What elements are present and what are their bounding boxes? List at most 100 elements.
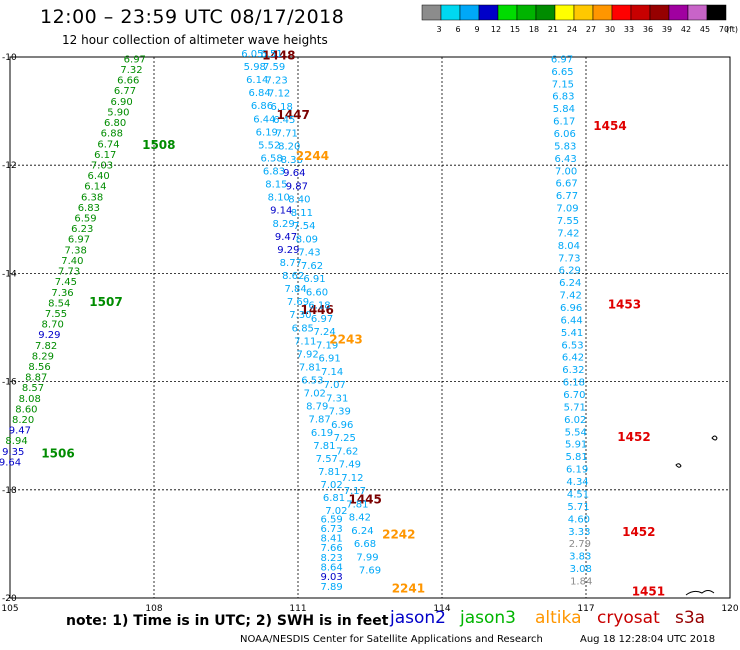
wave-height-value: 7.09 [556, 204, 578, 215]
map-plot-area: 105 108 111 114 117 120 -10 -12 -14 -16 -18 -20 6.9… [0, 49, 739, 614]
wave-height-value: 8.57 [22, 383, 44, 394]
colorbar-label: 18 [529, 25, 539, 34]
lon-tick-label: 111 [289, 604, 306, 614]
wave-height-value: 7.02 [304, 389, 326, 400]
colorbar-swatch [421, 4, 442, 21]
wave-height-value: 7.42 [560, 291, 582, 302]
altimeter-tracks: 6.977.326.666.776.905.906.806.886.746.17… [0, 49, 665, 599]
wave-height-value: 7.31 [326, 393, 348, 404]
colorbar-swatch [497, 4, 518, 21]
wave-height-value: 8.20 [278, 142, 300, 153]
wave-height-value: 7.40 [61, 256, 83, 267]
wave-height-value: 2.79 [569, 539, 591, 550]
wave-height-value: 7.99 [356, 552, 378, 563]
wave-height-value: 6.65 [551, 67, 573, 78]
wave-height-value: 7.62 [336, 446, 358, 457]
wave-height-value: 6.23 [71, 224, 93, 235]
wave-height-value: 6.05 [241, 49, 263, 60]
wave-height-value: 8.79 [306, 402, 328, 413]
colorbar-label: 27 [586, 25, 596, 34]
wave-height-value: 8.04 [558, 241, 580, 252]
wave-height-value: 9.35 [2, 447, 24, 458]
wave-height-value: 6.67 [555, 179, 577, 190]
wave-height-value: 7.71 [276, 128, 298, 139]
wave-height-value: 8.29 [272, 219, 294, 230]
wave-height-value: 6.43 [555, 154, 577, 165]
wave-height-value: 4.34 [566, 477, 588, 488]
wave-height-value: 7.36 [51, 288, 73, 299]
colorbar-label: 3 [436, 25, 441, 34]
colorbar-label: 30 [605, 25, 615, 34]
wave-height-value: 6.32 [562, 365, 584, 376]
wave-height-value: 6.77 [556, 191, 578, 202]
colorbar-swatch [573, 4, 594, 21]
colorbar-swatch [478, 4, 499, 21]
lat-tick-label: -14 [2, 269, 17, 279]
wave-height-value: 6.84 [248, 88, 270, 99]
wave-height-value: 6.97 [311, 314, 333, 325]
wave-height-value: 6.83 [78, 203, 100, 214]
wave-height-value: 9.47 [275, 232, 297, 243]
wave-height-value: 7.73 [558, 253, 580, 264]
wave-height-value: 8.23 [320, 553, 342, 564]
wave-height-value: 5.54 [565, 427, 587, 438]
chart-title: 12:00 – 23:59 UTC 08/17/2018 [40, 6, 345, 28]
wave-height-value: 7.69 [287, 297, 309, 308]
wave-height-value: 6.86 [251, 101, 273, 112]
wave-height-value: 7.89 [320, 582, 342, 593]
pass-number-label: 1452 [617, 430, 650, 444]
wave-height-value: 7.43 [298, 248, 320, 259]
wave-height-value: 7.73 [58, 267, 80, 278]
wave-height-value: 7.66 [320, 543, 342, 554]
wave-height-value: 6.53 [561, 340, 583, 351]
lon-tick-label: 120 [721, 604, 738, 614]
wave-height-value: 9.64 [0, 457, 21, 468]
wave-height-value: 8.36 [281, 155, 303, 166]
colorbar-label: 33 [624, 25, 634, 34]
pass-number-label: 1507 [89, 295, 122, 309]
pass-number-label: 2241 [392, 582, 425, 596]
satellite-legend-s3a: s3a [675, 608, 706, 628]
satellite-legend-altika: altika [535, 608, 582, 628]
pass-number-label: 1506 [41, 446, 74, 460]
wave-height-value: 8.29 [32, 351, 54, 362]
wave-height-value: 6.18 [563, 378, 585, 389]
wave-height-value: 6.24 [559, 278, 581, 289]
colorbar-label: 42 [681, 25, 691, 34]
colorbar-swatch [649, 4, 670, 21]
pass-number-label: 1445 [348, 492, 381, 506]
wave-height-value: 9.87 [286, 181, 308, 192]
wave-height-value: 6.97 [68, 235, 90, 246]
wave-height-value: 7.02 [325, 506, 347, 517]
wave-height-value: 5.98 [244, 62, 266, 73]
wave-height-value: 6.44 [560, 315, 582, 326]
wave-height-value: 6.96 [560, 303, 582, 314]
pass-number-label: 1453 [608, 298, 641, 312]
wave-height-value: 7.55 [557, 216, 579, 227]
wave-height-value: 7.32 [120, 65, 142, 76]
wave-height-value: 6.88 [101, 129, 123, 140]
wave-height-value: 7.12 [341, 473, 363, 484]
wave-height-value: 7.54 [293, 221, 315, 232]
map-gridlines [10, 57, 730, 598]
wave-height-value: 5.91 [565, 440, 587, 451]
wave-height-value: 6.51 [260, 49, 282, 60]
pass-number-label: 2244 [296, 149, 329, 163]
colorbar-swatch [592, 4, 613, 21]
colorbar-swatch [687, 4, 708, 21]
pass-number-label: 1454 [593, 119, 626, 133]
wave-height-value: 7.45 [55, 277, 77, 288]
wave-height-value: 8.40 [288, 195, 310, 206]
wave-height-value: 6.19 [311, 428, 333, 439]
wave-height-value: 8.94 [5, 436, 27, 447]
wave-height-value: 8.15 [265, 180, 287, 191]
wave-height-value: 8.42 [349, 513, 371, 524]
wave-height-value: 8.11 [291, 208, 313, 219]
wave-height-value: 6.29 [559, 266, 581, 277]
wave-height-value: 6.85 [292, 323, 314, 334]
colorbar-swatch [535, 4, 556, 21]
wave-height-value: 6.58 [260, 153, 282, 164]
wave-height-value: 6.96 [331, 420, 353, 431]
colorbar-swatch [706, 4, 727, 21]
